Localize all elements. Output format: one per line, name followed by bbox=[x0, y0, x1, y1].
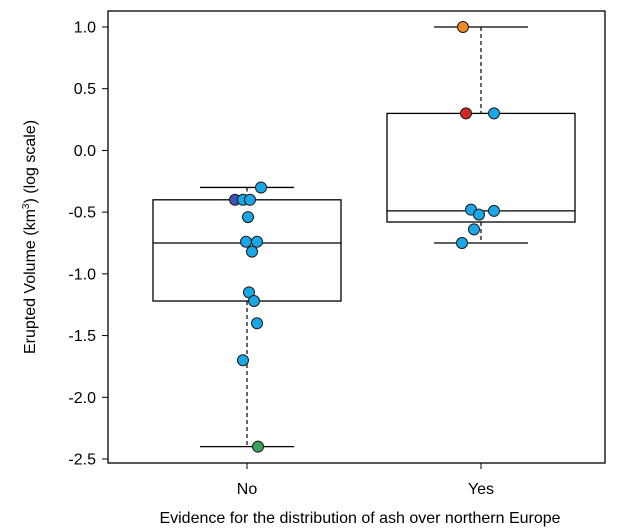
data-point bbox=[457, 21, 469, 33]
boxes-layer bbox=[152, 26, 576, 448]
data-point bbox=[488, 204, 500, 217]
data-point bbox=[252, 440, 264, 453]
data-point bbox=[255, 181, 267, 194]
y-tick-label: -1.5 bbox=[68, 328, 96, 345]
data-point bbox=[237, 354, 249, 367]
y-tick-label: -1.0 bbox=[68, 266, 96, 283]
data-point bbox=[251, 235, 263, 248]
y-tick-label: 0.0 bbox=[74, 143, 96, 160]
y-axis-title-superscript: 3 bbox=[21, 203, 32, 209]
x-tick-label: Yes bbox=[468, 481, 494, 498]
x-axis-title: Evidence for the distribution of ash ove… bbox=[159, 510, 560, 527]
y-axis-title-suffix: ) (log scale) bbox=[22, 120, 39, 204]
x-axis: No Yes bbox=[237, 463, 494, 498]
data-point bbox=[468, 223, 480, 236]
data-point bbox=[240, 235, 252, 248]
plot-frame bbox=[107, 10, 606, 464]
data-point bbox=[248, 295, 260, 308]
data-point bbox=[456, 237, 468, 249]
box-no bbox=[152, 186, 342, 448]
x-tick-label: No bbox=[237, 481, 258, 498]
y-axis-title-prefix: Erupted Volume (km bbox=[22, 209, 39, 354]
data-point bbox=[488, 107, 500, 120]
data-point bbox=[242, 211, 254, 224]
data-point bbox=[460, 107, 472, 120]
data-point bbox=[246, 245, 258, 258]
y-tick-label: 0.5 bbox=[74, 81, 96, 98]
y-tick-label: -2.0 bbox=[68, 390, 96, 407]
data-point bbox=[473, 208, 485, 221]
points-layer bbox=[229, 21, 500, 453]
y-tick-label: -0.5 bbox=[68, 205, 96, 222]
y-tick-label: -2.5 bbox=[68, 452, 96, 469]
y-axis-title: Erupted Volume (km3) (log scale) bbox=[21, 120, 39, 354]
y-tick-label: 1.0 bbox=[74, 20, 96, 37]
box-iqr bbox=[386, 112, 576, 223]
y-axis: 1.0 0.5 0.0 -0.5 -1.0 -1.5 -2.0 -2.5 bbox=[68, 20, 108, 469]
data-point bbox=[244, 193, 256, 206]
data-point bbox=[251, 317, 263, 330]
